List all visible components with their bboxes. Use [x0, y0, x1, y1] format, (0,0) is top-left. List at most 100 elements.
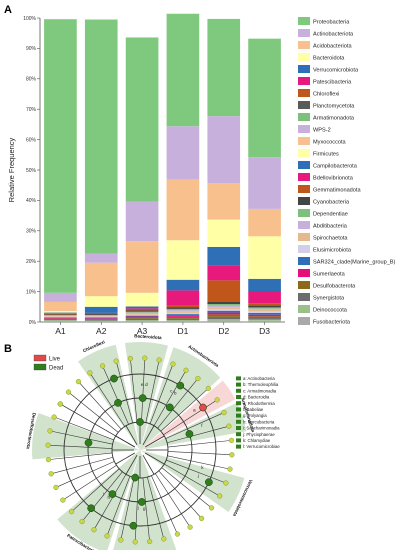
node-letter: g [143, 506, 146, 511]
node-letter: j [197, 473, 199, 478]
significant-node [84, 438, 93, 447]
node-letter: b [174, 390, 177, 395]
bar-segment [207, 307, 241, 309]
tip-node [156, 357, 162, 363]
bar-segment [84, 316, 118, 317]
bar-segment [248, 311, 281, 313]
tip-node [51, 414, 57, 420]
significant-node [205, 478, 213, 486]
tip-node [69, 508, 75, 515]
bar-segment [248, 290, 281, 304]
legend-label: WPS-2 [313, 128, 331, 134]
tree-branch [164, 463, 220, 497]
key-label: l: Verrucomicrobiae [243, 444, 280, 449]
bar-segment [207, 316, 241, 320]
key-swatch [236, 382, 241, 387]
y-tick-label: 30% [26, 229, 37, 235]
bar-segment [84, 317, 118, 319]
key-label: e: Rhodothermia [243, 401, 275, 406]
legend-label: Fusobacteriota [313, 320, 351, 326]
bar-segment [44, 321, 77, 322]
node-letter: h [107, 495, 110, 500]
legend-swatch [298, 89, 310, 97]
legend-swatch [298, 305, 310, 313]
tree-branch [163, 399, 218, 436]
legend-label: Elusimicrobiota [313, 248, 352, 254]
y-tick-label: 80% [26, 77, 37, 83]
tree-branch [125, 425, 138, 446]
legend-swatch [298, 293, 310, 301]
tip-node [91, 527, 97, 533]
tree-branch [115, 452, 136, 465]
bar-segment [166, 290, 200, 306]
bar-segment [84, 306, 118, 313]
bar-segment [166, 307, 200, 309]
tip-node [142, 355, 148, 361]
bar-segment [84, 316, 118, 318]
node-letter: f [201, 423, 203, 428]
tip-node [226, 423, 232, 429]
bar-segment [125, 306, 159, 309]
node-letter: k [201, 465, 204, 470]
bar-segment [125, 318, 159, 321]
x-tick-label: D1 [177, 326, 188, 336]
legend-label: Armatimonadota [313, 116, 355, 122]
panel-b-label: B [4, 343, 12, 355]
tree-branch [141, 358, 146, 423]
panel-a-legend: Proteobacteria Actinobacteriota Acidobacte… [298, 17, 396, 326]
tip-node [221, 409, 227, 416]
tip-node [75, 379, 82, 385]
y-tick-label: 70% [26, 107, 37, 113]
key-label: g: Polyangia [243, 413, 267, 418]
tip-node [118, 537, 124, 543]
tree-branch [158, 470, 202, 519]
tip-node [47, 428, 53, 434]
bar-segment [248, 38, 281, 158]
bar-segment [44, 316, 77, 317]
significant-node [129, 521, 138, 530]
legend-swatch [298, 221, 310, 229]
bar-segment [125, 201, 159, 242]
bar-segment [207, 219, 241, 247]
bar-segment [125, 311, 159, 313]
bar-segment [248, 314, 281, 317]
bar-segment [125, 320, 159, 322]
tip-node [187, 524, 193, 530]
legend-label: Spirochaetota [313, 236, 348, 242]
clade-highlight [140, 380, 236, 450]
key-label: a: Actinobacteria [243, 376, 275, 381]
bar-segment [44, 314, 77, 316]
tree-branch [49, 430, 113, 445]
legend-label: Firmicutes [313, 152, 339, 158]
significant-node [185, 430, 194, 438]
bar-segment [166, 279, 200, 291]
legend-label: Synergistota [313, 296, 345, 302]
tree-branch [60, 403, 116, 437]
tree-branch [125, 454, 138, 475]
bar-segment [84, 319, 118, 321]
x-tick-label: A1 [55, 326, 66, 336]
legend-label: Patescibacteria [313, 80, 352, 86]
bar-segment [166, 13, 200, 127]
bar-segment [207, 305, 241, 308]
bar-segment [207, 301, 241, 305]
tree-branch [154, 473, 191, 528]
bar-segment [84, 321, 118, 322]
tree-branch [48, 444, 113, 449]
significant-node [165, 403, 174, 412]
bar-segment [84, 296, 118, 307]
tip-node [53, 484, 59, 491]
y-tick-label: 20% [26, 259, 37, 265]
tree-branch [144, 435, 165, 448]
legend-swatch [298, 185, 310, 193]
key-label: f: Babeliae [243, 407, 264, 412]
bar-segment [248, 319, 281, 321]
tree-branch [166, 459, 226, 484]
legend-label: Deinococcota [313, 308, 348, 314]
bar-segment [248, 307, 281, 309]
legend-label: Desulfobacterota [313, 284, 356, 290]
clade-highlight [57, 450, 140, 550]
bar-segment [166, 310, 200, 312]
bar-segment [125, 315, 159, 317]
